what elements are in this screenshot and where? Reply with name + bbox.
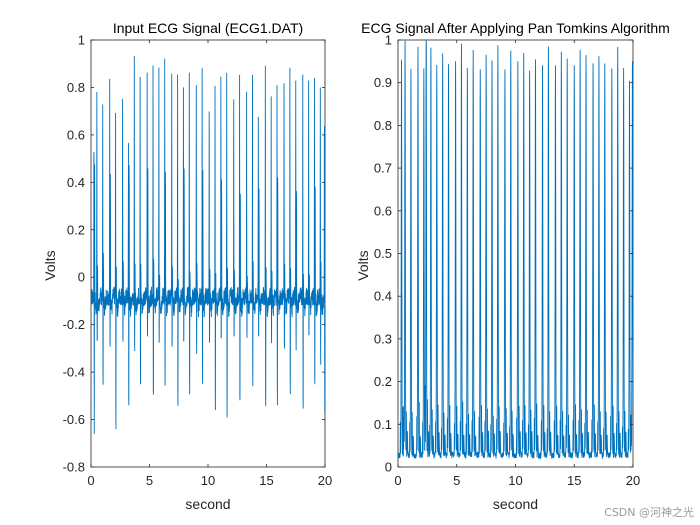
y-tick-label: 0.5	[374, 246, 392, 261]
x-tick-label: 15	[567, 473, 581, 488]
x-axis-label: second	[493, 496, 538, 512]
x-axis-label: second	[185, 496, 230, 512]
y-tick-label: 0	[385, 460, 392, 475]
y-tick-label: 0.1	[374, 417, 392, 432]
x-tick-label: 0	[87, 473, 94, 488]
y-tick-label: 0.7	[374, 161, 392, 176]
series-line-pan-tompkins-output	[398, 40, 633, 460]
y-tick-label: -0.8	[63, 460, 85, 475]
y-tick-label: 0.2	[67, 222, 85, 237]
x-tick-label: 5	[453, 473, 460, 488]
y-tick-label: 0.4	[374, 289, 392, 304]
chart-title: ECG Signal After Applying Pan Tomkins Al…	[361, 20, 670, 36]
y-tick-label: 0.6	[67, 127, 85, 142]
x-tick-label: 0	[394, 473, 401, 488]
y-tick-label: 0	[78, 270, 85, 285]
x-tick-label: 5	[146, 473, 153, 488]
x-tick-label: 20	[318, 473, 332, 488]
chart-title: Input ECG Signal (ECG1.DAT)	[113, 20, 303, 36]
x-tick-label: 10	[201, 473, 215, 488]
left-plot-input-ecg: 0 5 10 15 20 -0.8 -0.6 -0.4 -0.2 0 0.2 0.4 0.6 0.8 1 In…	[42, 20, 332, 512]
x-tick-label: 10	[508, 473, 522, 488]
y-tick-label: 0.6	[374, 203, 392, 218]
y-tick-label: 0.8	[374, 118, 392, 133]
y-tick-label: -0.4	[63, 365, 85, 380]
y-tick-label: -0.2	[63, 317, 85, 332]
watermark: CSDN @河神之光	[604, 506, 694, 519]
right-plot-pan-tompkins-output: 0 5 10 15 20 0 0.1 0.2 0.3 0.4 0.5 0.6 0.7 0.8 0.9 1ECG…	[355, 20, 670, 512]
y-tick-label: 1	[385, 33, 392, 48]
axes-box	[397, 39, 634, 468]
axes-box	[90, 39, 326, 468]
y-tick-label: 0.8	[67, 80, 85, 95]
y-axis-label: Volts	[42, 250, 58, 280]
y-tick-label: 0.4	[67, 175, 85, 190]
x-tick-label: 15	[259, 473, 273, 488]
series-line-ecg1	[91, 56, 325, 435]
y-tick-label: 0.9	[374, 75, 392, 90]
y-tick-label: -0.6	[63, 412, 85, 427]
x-tick-label: 20	[626, 473, 640, 488]
y-tick-label: 0.2	[374, 374, 392, 389]
y-axis-label: Volts	[355, 250, 371, 280]
y-tick-label: 0.3	[374, 331, 392, 346]
y-tick-label: 1	[78, 33, 85, 48]
